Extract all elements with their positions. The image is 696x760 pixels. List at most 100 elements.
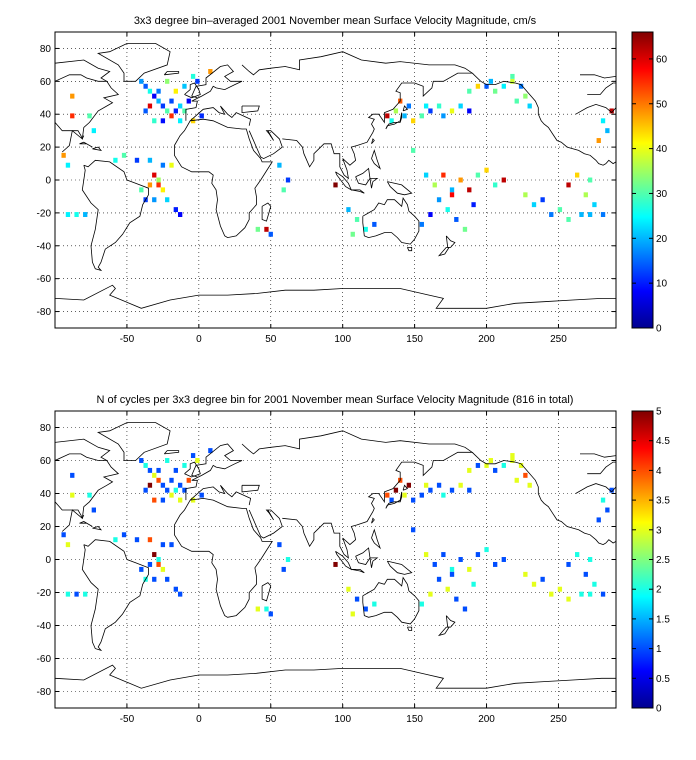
colorbar-tick-label: 30 <box>656 189 668 200</box>
coastline <box>241 430 474 559</box>
coastline <box>407 626 413 631</box>
data-cell <box>143 487 148 493</box>
data-cell <box>428 108 433 114</box>
data-cell <box>566 596 571 602</box>
data-cell <box>333 182 338 188</box>
y-tick-label: 40 <box>40 489 52 500</box>
coastline <box>174 497 273 618</box>
colorbar-tick-label: 0 <box>656 324 662 335</box>
data-cell <box>592 202 597 208</box>
data-cell <box>428 487 433 493</box>
coastline <box>241 105 260 114</box>
data-cell <box>493 467 498 473</box>
colorbar-1: 0 10 20 30 40 50 60 <box>631 31 668 335</box>
data-cell <box>436 197 442 203</box>
data-cell <box>557 586 563 592</box>
data-cell <box>566 561 571 567</box>
data-cell <box>436 576 442 582</box>
data-cell <box>277 542 282 548</box>
data-cell <box>152 576 157 582</box>
coastline <box>184 82 201 99</box>
coastline <box>55 438 111 461</box>
y-tick-label: 80 <box>40 44 52 55</box>
data-cell <box>113 537 118 543</box>
data-cell <box>268 611 273 617</box>
coastline <box>371 149 381 170</box>
data-cell <box>156 467 161 473</box>
data-cell <box>458 557 463 562</box>
y-tick-label: 0 <box>45 555 51 566</box>
data-cell <box>165 487 170 493</box>
coastline <box>605 159 616 165</box>
data-cell <box>471 581 476 587</box>
data-cell <box>475 172 481 178</box>
data-cell <box>600 212 606 217</box>
data-cell <box>87 492 92 498</box>
coastline <box>402 105 409 112</box>
data-cell <box>419 113 424 119</box>
data-cell <box>419 601 424 607</box>
data-cell <box>523 93 528 99</box>
data-cell <box>436 103 442 109</box>
data-cell <box>121 152 127 158</box>
coastline <box>587 82 616 95</box>
data-cell <box>177 212 183 217</box>
data-cell <box>186 477 191 483</box>
coastline <box>81 539 149 652</box>
data-cell <box>160 118 166 124</box>
data-cell <box>441 552 446 558</box>
data-cell <box>449 187 455 193</box>
data-cell <box>255 606 260 612</box>
data-cell <box>139 458 144 463</box>
data-cell <box>143 83 148 89</box>
x-tick-label: 100 <box>334 334 351 345</box>
data-cell <box>354 217 360 222</box>
data-cell <box>61 152 66 158</box>
data-cell <box>454 217 459 222</box>
data-cell <box>190 73 196 79</box>
coastline <box>55 284 616 309</box>
data-cell <box>182 108 187 114</box>
coastline <box>471 452 607 546</box>
coastline <box>580 74 616 79</box>
data-cell <box>389 118 394 124</box>
coastline <box>369 557 379 568</box>
x-tick-label: 250 <box>550 714 567 725</box>
data-cell <box>475 83 481 89</box>
data-cell <box>372 221 377 227</box>
data-cell <box>139 78 144 84</box>
data-cell <box>449 192 455 198</box>
data-cell <box>281 187 286 193</box>
data-cell <box>441 172 446 178</box>
data-cell <box>190 453 196 459</box>
data-cell <box>199 113 204 119</box>
data-cell <box>493 561 498 567</box>
coastline <box>55 122 85 140</box>
data-cell <box>484 462 489 468</box>
data-cell <box>177 103 183 109</box>
data-cell <box>70 472 75 478</box>
y-tick-label: -40 <box>37 621 52 632</box>
data-cell <box>406 482 412 488</box>
data-cell <box>609 487 614 493</box>
data-cell <box>605 128 610 134</box>
data-cell <box>160 162 166 168</box>
y-tick-label: -60 <box>37 274 52 285</box>
coastline <box>96 422 171 461</box>
data-cell <box>389 497 394 503</box>
data-cell <box>501 83 506 89</box>
data-cell <box>411 497 416 503</box>
data-cell <box>493 88 498 94</box>
data-cell <box>493 182 498 188</box>
colorbar-tick-label: 2 <box>656 585 662 596</box>
data-cell <box>393 108 399 114</box>
data-cell <box>587 212 593 217</box>
x-tick-label: -50 <box>120 334 135 345</box>
y-tick-label: 60 <box>40 456 52 467</box>
data-cell <box>462 606 468 612</box>
colorbar-tick-label: 3 <box>656 525 662 536</box>
data-cell <box>467 566 472 572</box>
data-cell <box>363 606 368 612</box>
data-cell <box>419 221 424 227</box>
data-cell <box>411 118 416 124</box>
